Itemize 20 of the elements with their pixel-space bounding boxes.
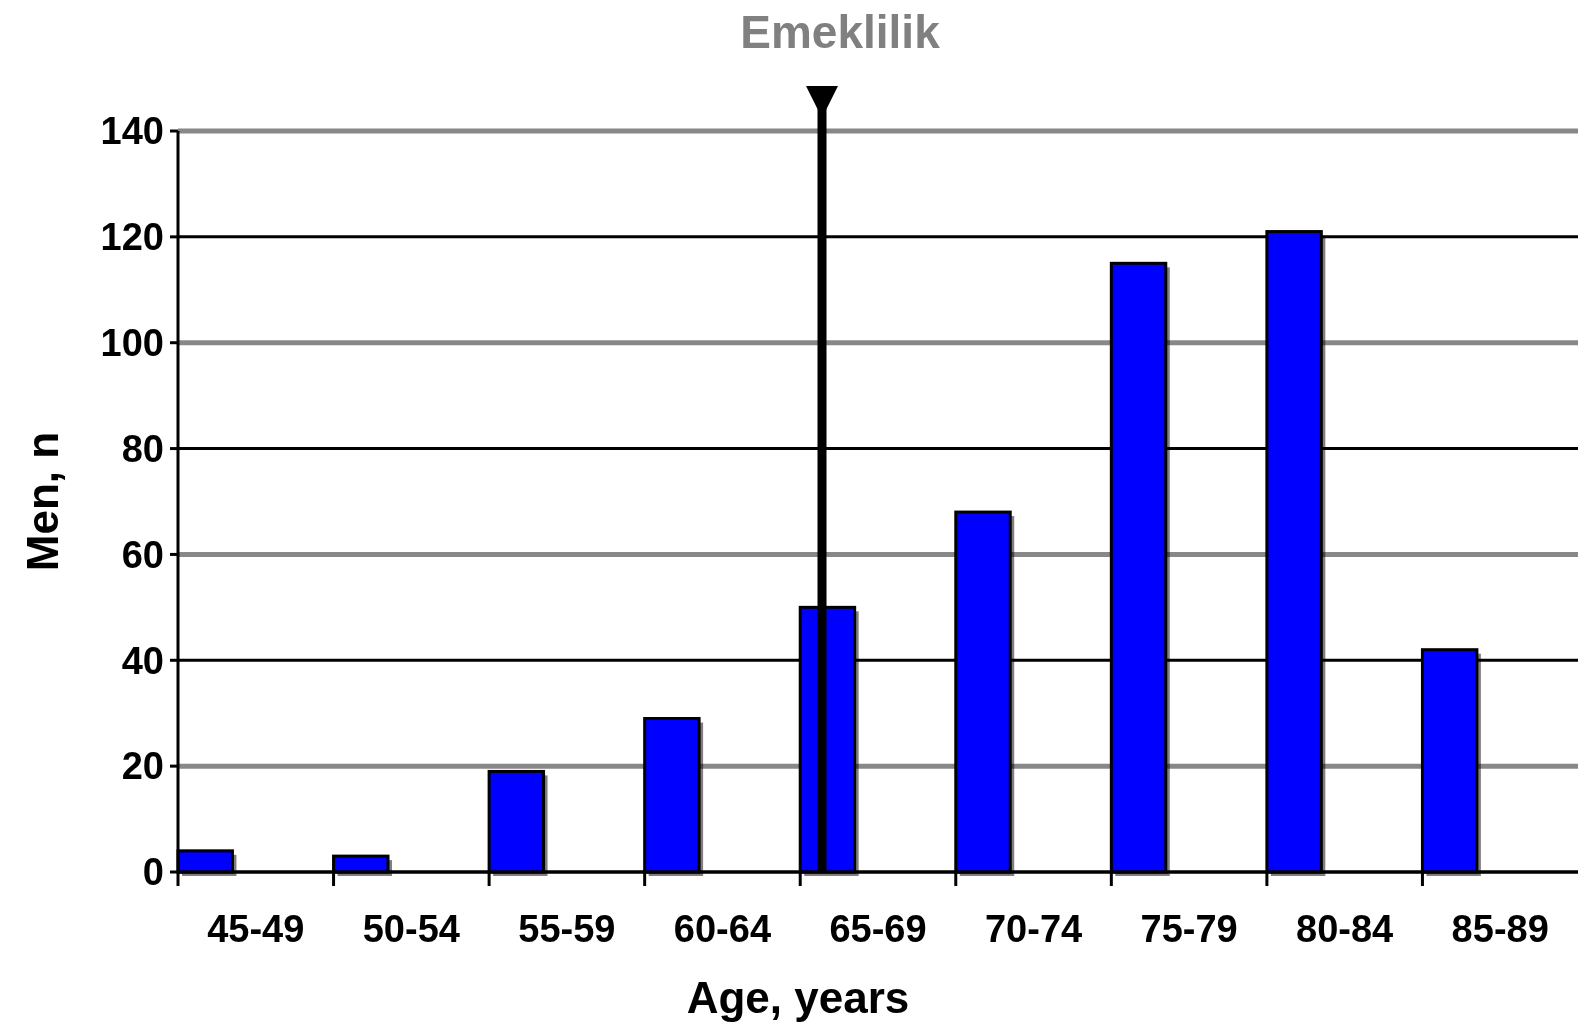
- y-tick-label: 40: [121, 639, 164, 682]
- x-tick-label: 60-64: [673, 908, 772, 950]
- y-tick-label: 80: [121, 427, 164, 470]
- x-tick-label: 85-89: [1451, 908, 1549, 950]
- y-axis-title: Men, n: [18, 431, 67, 572]
- x-tick-label: 50-54: [362, 908, 460, 950]
- y-tick-label: 140: [100, 110, 164, 153]
- x-tick-label: 45-49: [207, 908, 305, 950]
- x-tick-label: 75-79: [1140, 908, 1238, 950]
- x-tick-label: 65-69: [829, 908, 927, 950]
- y-tick-label: 100: [100, 322, 164, 365]
- ref-line-label: Emeklilik: [740, 6, 941, 58]
- x-tick-label: 80-84: [1296, 908, 1394, 950]
- y-tick-label: 60: [121, 533, 164, 576]
- x-axis-title: Age, years: [686, 973, 910, 1022]
- x-tick-label: 55-59: [518, 908, 616, 950]
- y-tick-label: 0: [142, 851, 164, 894]
- x-tick-label: 70-74: [984, 908, 1083, 950]
- y-tick-label: 120: [100, 216, 164, 259]
- y-tick-label: 20: [121, 745, 164, 788]
